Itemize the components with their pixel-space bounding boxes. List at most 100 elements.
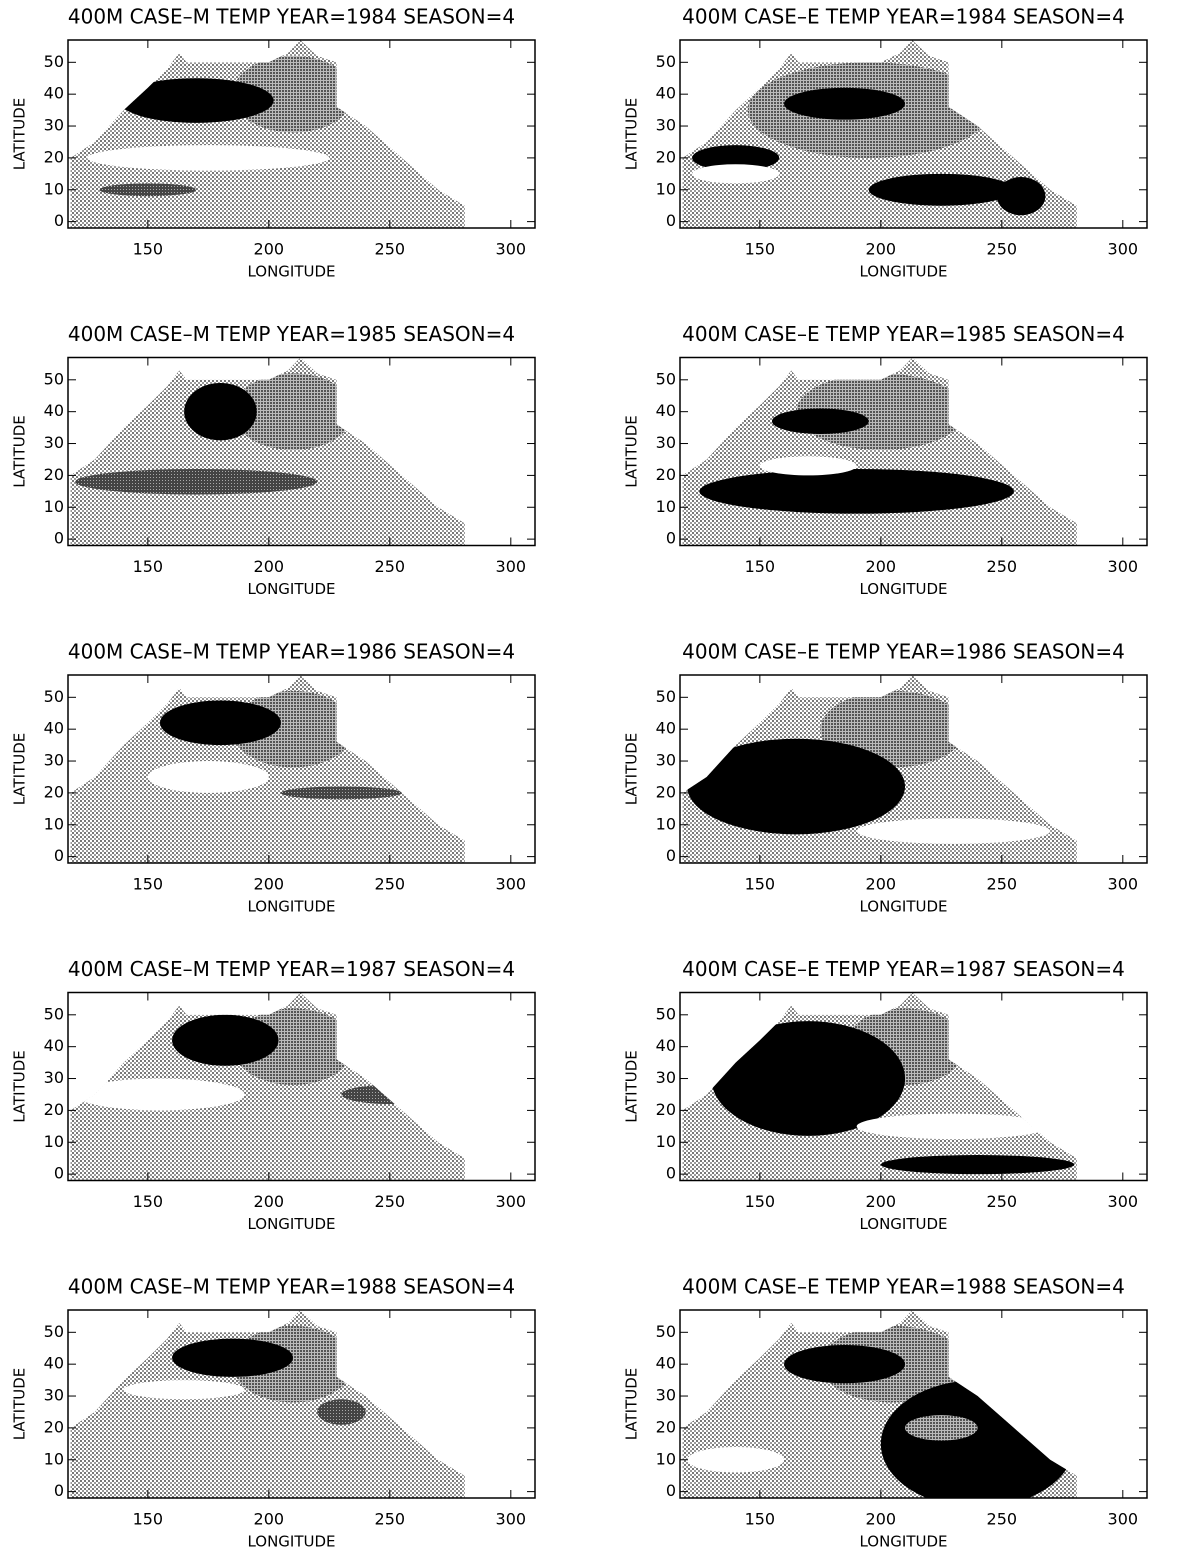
y-axis-label: LATITUDE bbox=[11, 733, 29, 806]
contour-region bbox=[75, 469, 318, 495]
contour-region bbox=[87, 145, 330, 171]
y-tick-label: 40 bbox=[656, 1036, 676, 1055]
contour-region bbox=[711, 1021, 906, 1136]
plot-frame bbox=[679, 674, 1148, 864]
x-axis-label: LONGITUDE bbox=[859, 580, 947, 598]
y-tick-label: 10 bbox=[656, 1449, 676, 1468]
y-tick-label: 50 bbox=[656, 52, 676, 71]
contour-region bbox=[147, 761, 269, 793]
contour-field bbox=[682, 357, 1077, 546]
contour-region bbox=[880, 1380, 1075, 1498]
x-tick-label: 250 bbox=[987, 1510, 1018, 1529]
contour-field bbox=[682, 40, 1077, 228]
y-tick-label: 20 bbox=[44, 465, 64, 484]
contour-region bbox=[70, 1310, 465, 1498]
y-tick-label: 10 bbox=[656, 179, 676, 198]
plot-frame bbox=[67, 674, 536, 864]
y-tick-label: 40 bbox=[656, 1354, 676, 1373]
y-tick-label: 20 bbox=[44, 1417, 64, 1436]
y-tick-label: 40 bbox=[656, 401, 676, 420]
contour-field bbox=[70, 40, 465, 228]
plot-frame bbox=[679, 356, 1148, 547]
x-tick-label: 250 bbox=[375, 1192, 406, 1211]
panel-title: 400M CASE–M TEMP YEAR=1984 SEASON=4 bbox=[68, 5, 515, 29]
y-tick-label: 20 bbox=[656, 1417, 676, 1436]
panel: 400M CASE–M TEMP YEAR=1988 SEASON=4 150 20… bbox=[11, 1275, 536, 1551]
contour-region bbox=[784, 87, 906, 120]
contour-field bbox=[70, 992, 465, 1181]
x-axis-label: LONGITUDE bbox=[859, 263, 947, 281]
x-axis-label: LONGITUDE bbox=[859, 1533, 947, 1551]
y-tick-label: 40 bbox=[44, 84, 64, 103]
contour-region bbox=[759, 456, 857, 476]
panel-title: 400M CASE–E TEMP YEAR=1986 SEASON=4 bbox=[682, 640, 1125, 664]
contour-region bbox=[692, 145, 780, 171]
y-tick-label: 10 bbox=[44, 1449, 64, 1468]
x-tick-label: 300 bbox=[1108, 1510, 1139, 1529]
contour-field bbox=[70, 357, 465, 546]
panel: 400M CASE–M TEMP YEAR=1986 SEASON=4 150 20… bbox=[11, 640, 536, 916]
x-tick-label: 150 bbox=[745, 1192, 776, 1211]
y-tick-label: 20 bbox=[656, 1100, 676, 1119]
x-tick-label: 200 bbox=[254, 1192, 285, 1211]
contour-region bbox=[692, 164, 780, 184]
y-tick-label: 30 bbox=[656, 433, 676, 452]
y-tick-label: 0 bbox=[54, 211, 64, 230]
x-tick-label: 200 bbox=[866, 557, 897, 576]
x-tick-label: 150 bbox=[133, 240, 164, 259]
y-tick-label: 0 bbox=[54, 1481, 64, 1500]
y-tick-label: 50 bbox=[656, 1004, 676, 1023]
x-axis-label: LONGITUDE bbox=[247, 1533, 335, 1551]
panel-title: 400M CASE–M TEMP YEAR=1988 SEASON=4 bbox=[68, 1275, 515, 1299]
y-tick-label: 40 bbox=[44, 1354, 64, 1373]
x-tick-label: 250 bbox=[987, 1192, 1018, 1211]
contour-region bbox=[905, 1415, 978, 1441]
panel-title: 400M CASE–E TEMP YEAR=1987 SEASON=4 bbox=[682, 957, 1125, 981]
y-tick-label: 50 bbox=[44, 687, 64, 706]
plot-frame bbox=[679, 1309, 1148, 1499]
panel-title: 400M CASE–M TEMP YEAR=1985 SEASON=4 bbox=[68, 322, 515, 346]
x-tick-label: 200 bbox=[254, 1510, 285, 1529]
contour-region bbox=[856, 818, 1051, 844]
panel: 400M CASE–M TEMP YEAR=1985 SEASON=4 150 20… bbox=[11, 322, 536, 598]
y-axis-label: LATITUDE bbox=[11, 1368, 29, 1441]
y-tick-label: 0 bbox=[666, 529, 676, 548]
contour-region bbox=[771, 408, 869, 434]
contour-region bbox=[99, 183, 197, 197]
y-tick-label: 50 bbox=[44, 1322, 64, 1341]
x-tick-label: 250 bbox=[375, 875, 406, 894]
x-tick-label: 150 bbox=[133, 1192, 164, 1211]
plot-frame bbox=[67, 39, 536, 229]
y-tick-label: 10 bbox=[656, 497, 676, 516]
y-tick-label: 20 bbox=[44, 1100, 64, 1119]
y-tick-label: 30 bbox=[656, 751, 676, 770]
y-axis-label: LATITUDE bbox=[623, 415, 641, 488]
x-tick-label: 200 bbox=[254, 557, 285, 576]
contour-field bbox=[70, 1310, 465, 1498]
x-tick-label: 300 bbox=[496, 1192, 527, 1211]
y-tick-label: 30 bbox=[656, 1068, 676, 1087]
x-axis-label: LONGITUDE bbox=[859, 898, 947, 916]
x-tick-label: 250 bbox=[987, 240, 1018, 259]
contour-region bbox=[687, 1447, 785, 1473]
contour-region bbox=[699, 469, 1014, 514]
x-tick-label: 300 bbox=[496, 557, 527, 576]
y-tick-label: 10 bbox=[44, 497, 64, 516]
panel-title: 400M CASE–E TEMP YEAR=1985 SEASON=4 bbox=[682, 322, 1125, 346]
y-tick-label: 20 bbox=[656, 782, 676, 801]
x-tick-label: 250 bbox=[375, 1510, 406, 1529]
contour-region bbox=[123, 1380, 245, 1400]
panel: 400M CASE–E TEMP YEAR=1985 SEASON=4 150 20… bbox=[623, 322, 1148, 598]
y-tick-label: 40 bbox=[44, 401, 64, 420]
y-tick-label: 20 bbox=[44, 147, 64, 166]
y-axis-label: LATITUDE bbox=[623, 1368, 641, 1441]
panel-title: 400M CASE–M TEMP YEAR=1986 SEASON=4 bbox=[68, 640, 515, 664]
contour-region bbox=[172, 1014, 279, 1066]
plot-frame bbox=[67, 1309, 536, 1499]
x-tick-label: 250 bbox=[375, 240, 406, 259]
x-tick-label: 300 bbox=[496, 1510, 527, 1529]
x-tick-label: 300 bbox=[1108, 1192, 1139, 1211]
y-tick-label: 10 bbox=[44, 179, 64, 198]
y-tick-label: 50 bbox=[656, 687, 676, 706]
